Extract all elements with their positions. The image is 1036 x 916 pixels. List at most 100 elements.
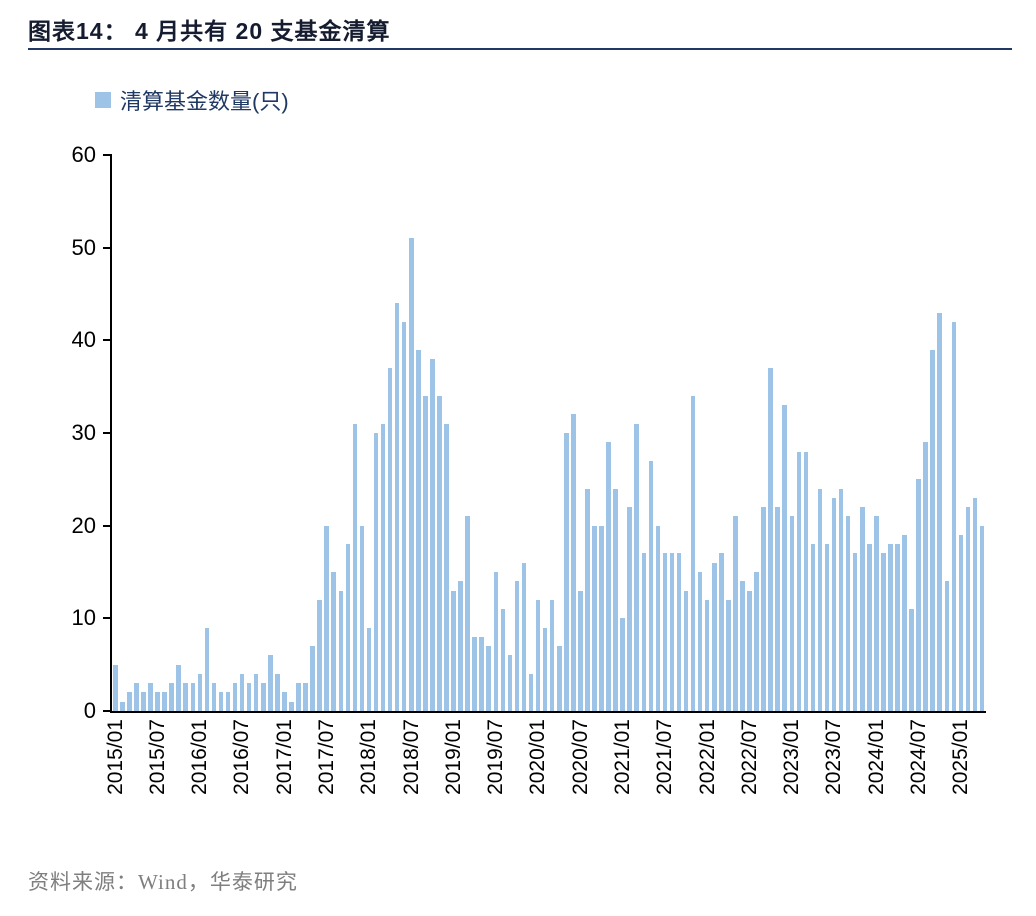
- bar: [486, 646, 492, 711]
- bar: [627, 507, 632, 711]
- bar: [838, 488, 844, 711]
- bar: [937, 312, 943, 711]
- bar: [282, 692, 287, 711]
- bar: [634, 423, 640, 711]
- bar: [951, 321, 957, 711]
- x-tick-label: 2021/07: [653, 719, 677, 795]
- x-tick-label: 2023/07: [822, 719, 846, 795]
- bar: [472, 636, 477, 711]
- bar: [296, 683, 301, 711]
- bar: [162, 692, 167, 711]
- bar: [331, 572, 336, 711]
- bar: [944, 581, 950, 711]
- y-tick-label: 50: [71, 234, 96, 260]
- x-tick-label: 2015/01: [103, 719, 127, 795]
- bar: [430, 358, 435, 711]
- bar: [324, 525, 329, 711]
- bar: [225, 692, 231, 711]
- bar: [874, 516, 879, 711]
- source-note: 资料来源：Wind，华泰研究: [28, 870, 298, 894]
- bar: [648, 460, 654, 711]
- bar: [458, 581, 463, 711]
- x-tick-label: 2015/07: [145, 719, 169, 795]
- x-tick-label: 2020/07: [568, 719, 592, 795]
- bar: [289, 701, 294, 711]
- bar: [423, 395, 428, 711]
- bar: [845, 516, 851, 711]
- bar: [662, 553, 668, 711]
- bar: [613, 488, 618, 711]
- bar: [190, 683, 196, 711]
- x-tick-label: 2024/07: [907, 719, 931, 795]
- bar: [747, 590, 752, 711]
- x-tick-label: 2016/01: [188, 719, 212, 795]
- bar: [895, 544, 900, 711]
- bar: [556, 646, 562, 711]
- bar: [352, 423, 358, 711]
- y-tick-label: 10: [71, 605, 96, 631]
- x-tick-label: 2023/01: [780, 719, 804, 795]
- bar: [726, 599, 731, 711]
- bar: [655, 525, 661, 711]
- bar: [704, 599, 710, 711]
- bar: [867, 544, 872, 711]
- bar: [979, 525, 985, 711]
- figure-title: 图表14： 4 月共有 20 支基金清算: [28, 18, 391, 44]
- bar: [930, 349, 935, 711]
- bar: [437, 395, 442, 711]
- y-tick-mark: [103, 339, 112, 342]
- plot-area: 0 10 20 30 40 50 60 2015/01 2015/07 2016/01 2016/…: [72, 142, 986, 795]
- bar: [606, 442, 611, 711]
- bar: [303, 683, 308, 711]
- bar: [775, 507, 780, 711]
- x-tick-label: 2019/01: [441, 719, 465, 795]
- bar: [789, 516, 795, 711]
- title-divider: [28, 48, 1012, 50]
- bar: [211, 683, 217, 711]
- bar: [197, 673, 203, 711]
- bar: [782, 405, 787, 711]
- bar: [902, 534, 907, 711]
- bar: [719, 553, 724, 711]
- bar: [542, 627, 548, 711]
- bar: [148, 683, 153, 711]
- y-tick-mark: [103, 524, 112, 527]
- bar: [345, 544, 351, 711]
- bar: [669, 553, 675, 711]
- bars: [112, 155, 986, 711]
- bar: [740, 581, 745, 711]
- bar: [338, 590, 344, 711]
- y-axis: 0 10 20 30 40 50 60: [72, 142, 986, 723]
- bar: [268, 655, 273, 711]
- bar: [711, 562, 717, 711]
- bar: [310, 646, 315, 711]
- bar: [881, 553, 886, 711]
- bar: [408, 238, 414, 711]
- bar: [218, 692, 224, 711]
- bar: [275, 673, 280, 711]
- bar: [831, 497, 837, 711]
- bar: [761, 507, 766, 711]
- bar: [733, 516, 738, 711]
- y-tick-label: 0: [83, 698, 96, 723]
- bar: [514, 581, 520, 711]
- y-tick-label: 40: [71, 327, 96, 353]
- bar: [923, 442, 928, 711]
- y-tick-label: 30: [71, 420, 96, 445]
- x-tick-label: 2024/01: [864, 719, 888, 795]
- chart-legend: 清算基金数量(只): [95, 84, 289, 116]
- bar: [169, 683, 174, 711]
- bar: [444, 423, 449, 711]
- x-tick-label: 2020/01: [526, 719, 550, 795]
- bar: [824, 544, 830, 711]
- bar: [394, 303, 400, 711]
- bar: [676, 553, 682, 711]
- bar: [859, 507, 865, 711]
- x-axis: 2015/01 2015/07 2016/01 2016/07 2017/01 2017/…: [104, 711, 986, 851]
- bar: [155, 692, 160, 711]
- bar: [387, 368, 393, 711]
- bar: [373, 433, 379, 711]
- bar: [176, 664, 181, 711]
- x-tick-label: 2018/07: [399, 719, 423, 795]
- x-tick-label: 2018/01: [357, 719, 381, 795]
